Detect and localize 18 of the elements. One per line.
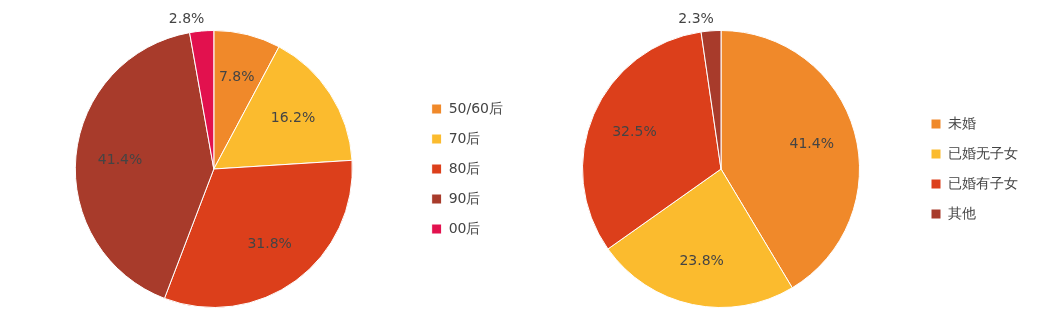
legend-label: 未婚 xyxy=(948,114,976,131)
legend-label: 已婚有子女 xyxy=(948,174,1018,191)
data-label: 41.4% xyxy=(789,134,835,151)
legend-label: 80后 xyxy=(448,159,481,176)
data-label: 41.4% xyxy=(97,150,143,167)
data-label: 7.8% xyxy=(218,68,255,85)
data-label: 23.8% xyxy=(679,251,724,268)
legend-label: 已婚无子女 xyxy=(948,144,1018,161)
data-label: 32.5% xyxy=(612,122,657,139)
data-label: 2.8% xyxy=(168,9,205,26)
data-label: 31.8% xyxy=(247,235,292,252)
legend-label: 50/60后 xyxy=(448,99,504,116)
legend-label: 其他 xyxy=(948,204,976,221)
legend-label: 90后 xyxy=(448,189,481,206)
data-label: 2.3% xyxy=(678,9,714,26)
data-label: 16.2% xyxy=(270,108,316,125)
legend-label: 70后 xyxy=(448,129,481,146)
legend-label: 00后 xyxy=(448,219,481,236)
